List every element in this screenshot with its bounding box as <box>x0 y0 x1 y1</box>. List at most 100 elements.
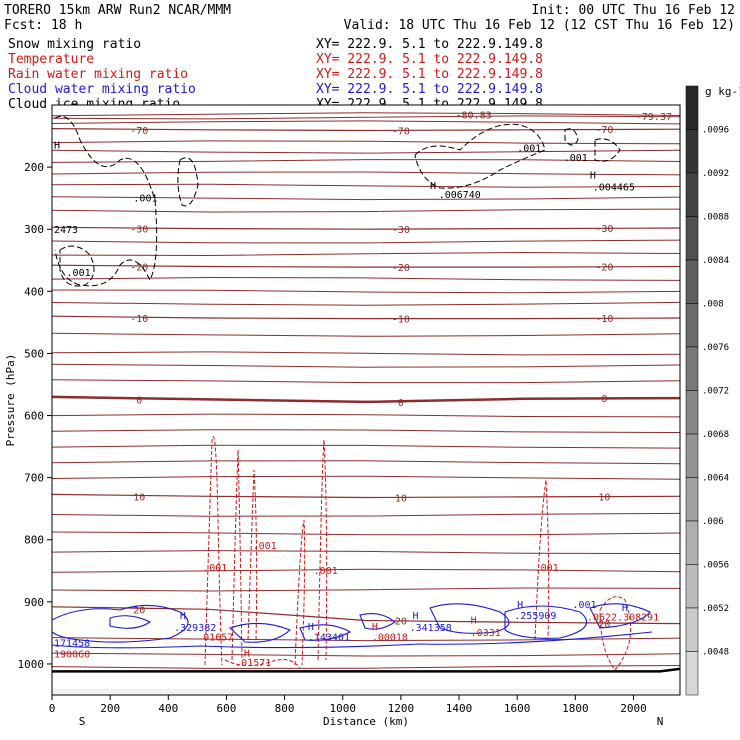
isotherm-extreme-label: -79.37 <box>636 112 672 123</box>
rain-contour <box>231 449 243 661</box>
isotherm-label: 0 <box>601 394 607 405</box>
rain-contour <box>224 659 301 669</box>
snow-label: 2473 <box>54 225 78 236</box>
colorbar-swatch <box>685 172 699 217</box>
plot-background <box>52 105 680 695</box>
snow-label: .001 <box>67 268 91 279</box>
colorbar-swatch <box>685 607 699 652</box>
colorbar: .0096 .0092 .0088 .0084 .008 .0076 .0072 .0068.… <box>685 85 729 696</box>
isotherm <box>51 475 681 480</box>
x-tick-label: 800 <box>275 702 295 715</box>
colorbar-swatch <box>685 390 699 435</box>
snow-label: .004465 <box>593 183 635 194</box>
isotherm <box>51 413 681 418</box>
isotherm-label: -70 <box>392 126 410 137</box>
isotherm <box>51 512 681 517</box>
rain-label: .0331 <box>471 628 501 639</box>
header-init: Init: 00 UTC Thu 16 Feb 12 <box>532 3 736 18</box>
colorbar-label: .008 <box>702 300 724 310</box>
colorbar-label: .0052 <box>702 604 729 614</box>
isotherm-label: -20 <box>392 263 410 274</box>
rain-contour <box>294 519 306 666</box>
isotherm <box>51 351 681 356</box>
y-tick-label: 700 <box>24 472 44 485</box>
field-xy: XY= 222.9. 5.1 to 222.9.149.8 <box>316 37 543 52</box>
cloud-water-contour <box>359 613 396 630</box>
y-axis: 200 300 400 500 600 700 800 900 1000 <box>18 161 52 671</box>
isotherm-label: -20 <box>595 262 613 273</box>
x-tick-label: 1600 <box>504 702 531 715</box>
isotherm <box>51 276 681 281</box>
colorbar-label: .0064 <box>702 474 729 484</box>
isotherm <box>51 112 681 117</box>
isotherm-label: 10 <box>133 492 145 503</box>
y-tick-label: 600 <box>24 410 44 423</box>
colorbar-label: .0076 <box>702 343 729 353</box>
rain-label: .001 <box>314 566 338 577</box>
rain-contour <box>599 596 632 671</box>
cloud-ice-shading <box>52 688 680 695</box>
colorbar-swatch <box>685 520 699 565</box>
terrain-line <box>52 667 681 673</box>
cloud-water-contour <box>589 603 651 629</box>
isotherm-label: 20 <box>133 605 145 616</box>
header-fcst: Fcst: 18 h <box>4 18 82 33</box>
isotherm <box>51 171 681 176</box>
isotherm <box>51 301 681 306</box>
snow-label: H <box>54 140 60 151</box>
isotherm-label: -30 <box>130 225 148 236</box>
colorbar-label: .006 <box>702 517 724 527</box>
isotherm-label: 0 <box>136 395 142 406</box>
isotherm-label: -10 <box>595 314 613 325</box>
colorbar-swatch <box>685 259 699 304</box>
isotherm <box>51 444 681 449</box>
cloud-water-label: .001 <box>572 600 596 611</box>
rain-label: .00018 <box>372 632 408 643</box>
cloud-water-contour <box>51 631 653 649</box>
colorbar-swatch <box>685 433 699 478</box>
colorbar-label: .0088 <box>702 213 729 223</box>
rain-contour <box>534 479 550 641</box>
rain-label: .001 <box>203 563 227 574</box>
x-tick-label: 200 <box>100 702 120 715</box>
colorbar-swatch <box>685 129 699 174</box>
y-tick-label: 500 <box>24 347 44 360</box>
isotherm <box>51 159 681 163</box>
snow-contour <box>564 128 579 146</box>
snow-contour <box>54 115 158 287</box>
x-tick-label: 1000 <box>329 702 356 715</box>
isotherm <box>51 379 681 384</box>
isotherm-labeled <box>51 264 681 268</box>
cloud-water-label: H <box>180 611 186 622</box>
rain-label: H <box>471 616 477 627</box>
header-title: TORERO 15km ARW Run2 NCAR/MMM <box>4 3 231 18</box>
cloud-water-contour <box>299 624 352 641</box>
colorbar-swatch <box>685 85 699 130</box>
colorbar-label: .0072 <box>702 387 729 397</box>
snow-label: H <box>430 181 436 192</box>
cloud-water-label: 171458 <box>54 639 90 650</box>
colorbar-label: .0068 <box>702 430 729 440</box>
cloud-water-contour <box>51 604 189 643</box>
isotherm-label: -70 <box>595 125 613 136</box>
header-valid: Valid: 18 UTC Thu 16 Feb 12 (12 CST Thu … <box>344 18 735 33</box>
rain-label: .01571 <box>235 658 271 669</box>
isotherm-label: 10 <box>598 492 610 503</box>
y-tick-label: 400 <box>24 285 44 298</box>
temperature-contours: -70 -70 -70-30 -30 -30-20 -20 -20-10 -10 -100 0 01… <box>51 110 681 673</box>
isotherm <box>51 115 681 120</box>
isotherm-labeled <box>51 395 681 404</box>
colorbar-swatch <box>685 303 699 348</box>
isotherm <box>51 140 681 145</box>
colorbar-label: .0096 <box>702 126 729 136</box>
snow-contour <box>177 157 199 207</box>
colorbar-swatch <box>685 216 699 261</box>
colorbar-swatch <box>685 346 699 391</box>
isotherm <box>51 196 681 201</box>
isotherm <box>51 208 681 213</box>
isotherm-label: -10 <box>130 314 148 325</box>
isotherm-label: 0 <box>398 398 404 409</box>
colorbar-label: .0084 <box>702 256 729 266</box>
x-axis-left-endpoint: S <box>79 715 86 728</box>
cloud-water-label: H <box>622 603 628 614</box>
